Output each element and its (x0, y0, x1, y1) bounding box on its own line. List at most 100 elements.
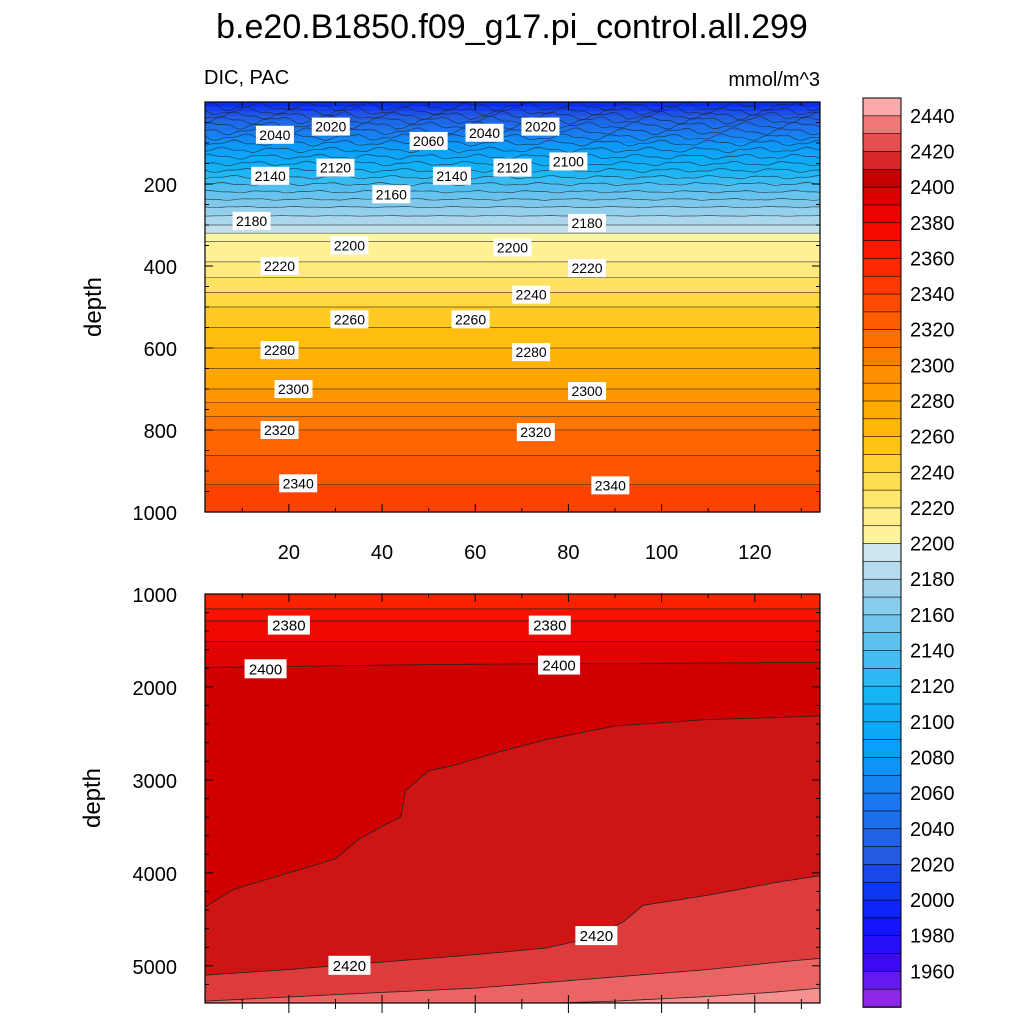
contour-label: 2120 (493, 158, 532, 177)
upper-band (205, 416, 820, 431)
colorbar-swatch (862, 988, 902, 1008)
colorbar-tick-label: 2360 (910, 248, 955, 270)
contour-label-text: 2300 (571, 383, 602, 399)
lower-band (205, 608, 820, 622)
contour-label-text: 2220 (571, 260, 602, 276)
contour-label: 2300 (568, 382, 607, 401)
colorbar: 2440 2420 2400 2380 2360 2340 2320 2300 2280 2260… (862, 97, 955, 1008)
contour-label-text: 2140 (436, 168, 467, 184)
colorbar-swatch (862, 614, 902, 634)
colorbar-swatch (862, 168, 902, 188)
colorbar-tick-label: 2260 (910, 427, 955, 449)
colorbar-swatch (862, 899, 902, 919)
colorbar-tick-label: 2080 (910, 747, 955, 769)
contour-label-text: 2220 (264, 258, 295, 274)
contour-label-text: 2120 (497, 160, 528, 176)
contour-label-text: 2240 (516, 287, 547, 303)
colorbar-tick-label: 1960 (910, 961, 955, 983)
upper-x-tick-label: 100 (645, 542, 678, 564)
upper-band (205, 177, 820, 185)
upper-band (205, 277, 820, 293)
colorbar-swatch (862, 382, 902, 402)
contour-label: 2120 (316, 158, 355, 177)
upper-band (205, 143, 820, 151)
upper-contour-line (204, 106, 821, 116)
colorbar-swatch (862, 525, 902, 545)
colorbar-swatch (862, 757, 902, 777)
contour-label: 2020 (521, 117, 560, 136)
colorbar-swatch (862, 275, 902, 295)
upper-band (205, 389, 820, 404)
colorbar-swatch (862, 685, 902, 705)
colorbar-swatch (862, 774, 902, 794)
contour-label: 2020 (311, 117, 350, 136)
lower-contour-line (204, 958, 821, 1002)
colorbar-swatch (862, 953, 902, 973)
contour-label: 2340 (591, 476, 630, 495)
lower-y-axis-title: depth (79, 768, 106, 828)
colorbar-swatch (862, 632, 902, 652)
colorbar-swatch (862, 365, 902, 384)
colorbar-swatch (862, 293, 902, 313)
upper-x-tick-label: 120 (738, 542, 771, 564)
colorbar-tick-label: 2180 (910, 569, 955, 591)
colorbar-swatch (862, 971, 902, 990)
contour-label: 2180 (568, 213, 607, 232)
contour-label: 2040 (255, 125, 294, 144)
contour-label: 2280 (512, 343, 551, 362)
contour-label: 2380 (267, 615, 310, 635)
upper-contour-line (204, 174, 821, 180)
contour-label-text: 2340 (595, 477, 626, 493)
contour-label: 2100 (549, 152, 588, 171)
lower-contour-panel: 2380 2380 2400 2400 2420 2420 1000 2000 3000 4000… (79, 585, 821, 1013)
contour-label: 2420 (575, 926, 618, 946)
upper-x-tick-label: 20 (278, 542, 300, 564)
colorbar-swatch (862, 222, 902, 242)
lower-y-tick-label: 3000 (133, 771, 178, 793)
lower-y-tick-label: 1000 (133, 585, 178, 607)
colorbar-tick-label: 2020 (910, 854, 955, 876)
upper-band (205, 430, 820, 457)
colorbar-swatch (862, 917, 902, 937)
contour-label: 2140 (432, 166, 471, 185)
contour-label-text: 2400 (542, 658, 575, 675)
contour-label-text: 2100 (553, 153, 584, 169)
colorbar-swatch (862, 703, 902, 723)
units-label: mmol/m^3 (728, 69, 820, 91)
contour-label-text: 2320 (520, 424, 551, 440)
contour-label: 2160 (372, 185, 411, 204)
contour-label: 2380 (528, 615, 571, 635)
contour-label-text: 2200 (334, 238, 365, 254)
contour-label: 2240 (512, 285, 551, 304)
upper-contour-line (204, 206, 821, 209)
upper-y-tick-label: 1000 (133, 503, 178, 525)
upper-band (205, 120, 820, 127)
colorbar-swatch (862, 810, 902, 830)
colorbar-tick-label: 2000 (910, 890, 955, 912)
colorbar-tick-label: 2160 (910, 605, 955, 627)
variable-region-label: DIC, PAC (204, 67, 289, 89)
upper-band (205, 106, 820, 112)
colorbar-swatch (862, 258, 902, 278)
colorbar-swatch (862, 418, 902, 438)
upper-band (205, 207, 820, 217)
colorbar-swatch (862, 329, 902, 349)
upper-y-axis-title: depth (80, 277, 107, 337)
colorbar-swatch (862, 935, 902, 955)
contour-label: 2300 (274, 380, 313, 398)
upper-band (205, 115, 820, 121)
contour-label-text: 2180 (571, 215, 602, 231)
contour-label: 2180 (232, 211, 271, 230)
colorbar-tick-label: 2060 (910, 783, 955, 805)
colorbar-tick-label: 2440 (910, 106, 955, 128)
lower-y-tick-label: 2000 (133, 678, 178, 700)
upper-filled-bands (205, 102, 820, 513)
colorbar-swatch (862, 828, 902, 848)
upper-y-tick-label: 800 (144, 421, 177, 443)
contour-label: 2220 (260, 257, 299, 275)
contour-label-text: 2020 (315, 119, 346, 135)
contour-label-text: 2260 (334, 311, 365, 327)
upper-band (205, 307, 820, 329)
contour-label: 2400 (244, 659, 287, 679)
